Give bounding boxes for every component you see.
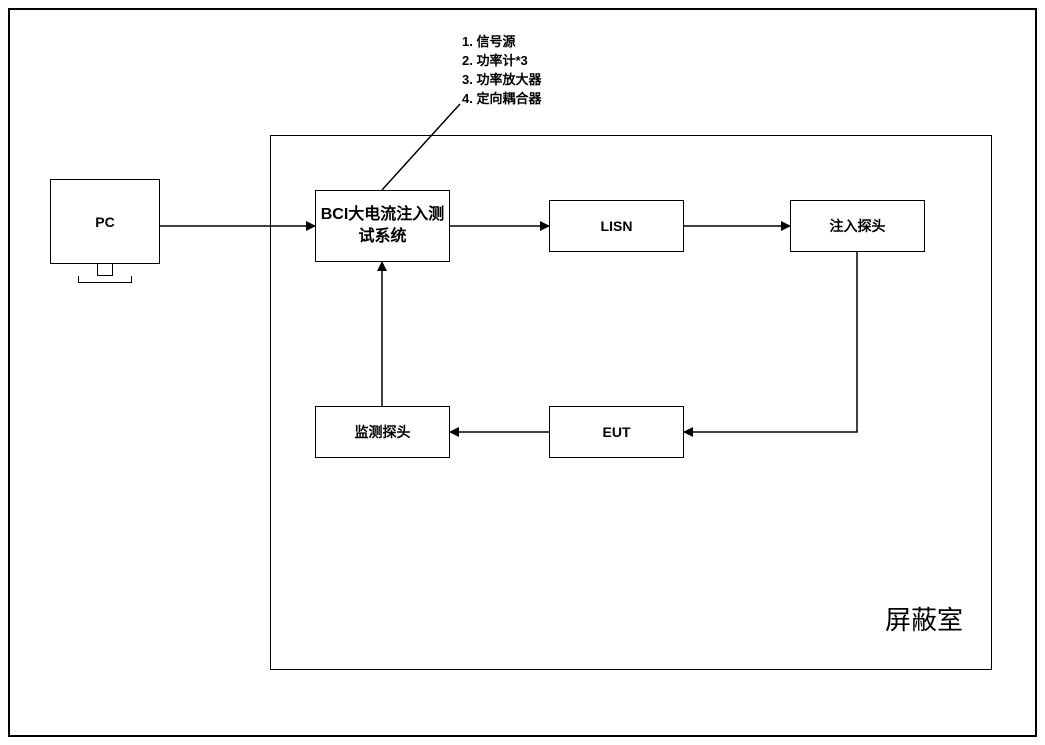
node-eut: EUT: [549, 406, 684, 458]
pc-screen: PC: [50, 179, 160, 264]
node-label: EUT: [603, 423, 631, 442]
callout-list: 1. 信号源 2. 功率计*3 3. 功率放大器 4. 定向耦合器: [462, 33, 541, 108]
callout-item: 3. 功率放大器: [462, 71, 541, 90]
pc-stand-neck: [97, 264, 113, 276]
pc-label: PC: [95, 214, 114, 230]
callout-item: 1. 信号源: [462, 33, 541, 52]
node-bci: BCI大电流注入测试系统: [315, 190, 450, 262]
node-lisn: LISN: [549, 200, 684, 252]
callout-item: 2. 功率计*3: [462, 52, 541, 71]
node-label: 监测探头: [355, 423, 411, 442]
node-label: LISN: [601, 217, 633, 236]
callout-item: 4. 定向耦合器: [462, 90, 541, 109]
node-label: 注入探头: [830, 217, 886, 236]
node-monitor-probe: 监测探头: [315, 406, 450, 458]
shielded-room-label: 屏蔽室: [885, 600, 963, 637]
node-injection-probe: 注入探头: [790, 200, 925, 252]
pc-stand-base: [78, 276, 132, 283]
node-label: BCI大电流注入测试系统: [320, 204, 445, 247]
